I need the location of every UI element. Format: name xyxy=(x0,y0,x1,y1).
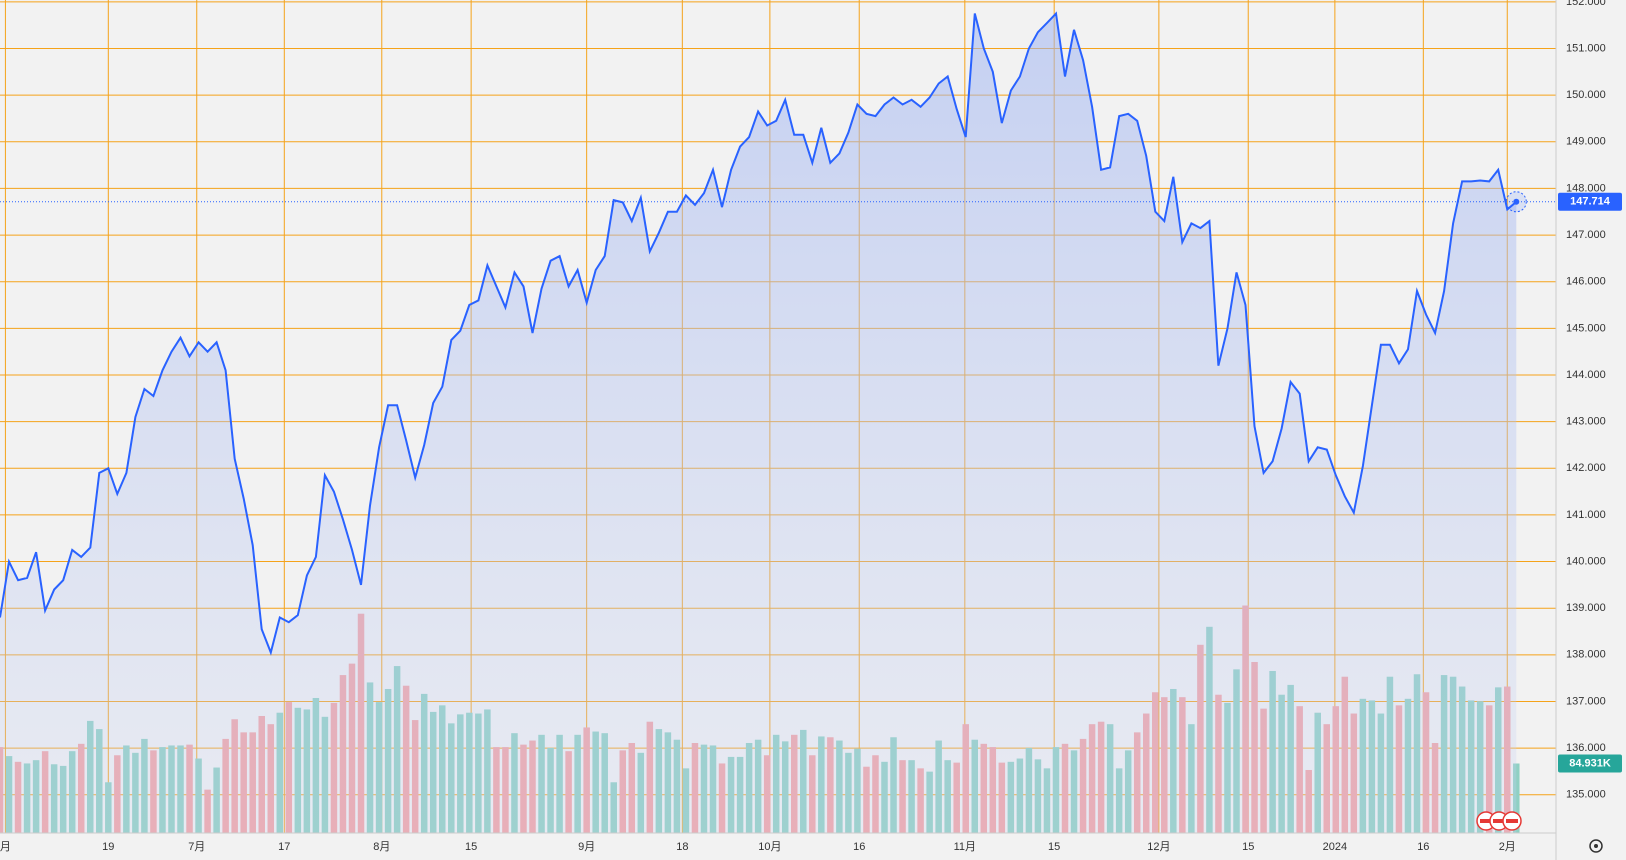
price-pane xyxy=(0,11,1556,833)
x-tick-label: 15 xyxy=(465,841,477,853)
y-tick-label: 148.000 xyxy=(1566,182,1606,194)
x-tick-label: 9月 xyxy=(578,841,595,853)
price-label-box xyxy=(1558,192,1622,211)
x-tick-label: 18 xyxy=(676,841,688,853)
x-tick-label: 8月 xyxy=(373,841,390,853)
y-tick-label: 151.000 xyxy=(1566,42,1606,54)
x-tick-label: 7月 xyxy=(188,841,205,853)
x-tick-label: 10月 xyxy=(758,841,781,853)
y-tick-label: 146.000 xyxy=(1566,276,1606,288)
y-tick-label: 138.000 xyxy=(1566,649,1606,661)
y-tick-label: 139.000 xyxy=(1566,602,1606,614)
x-tick-label: 11月 xyxy=(954,841,976,853)
event-icon-stripe xyxy=(1506,819,1518,823)
y-tick-label: 150.000 xyxy=(1566,89,1606,101)
last-point xyxy=(1513,198,1520,205)
settings-icon[interactable] xyxy=(1589,839,1603,853)
y-tick-label: 137.000 xyxy=(1566,695,1606,707)
volume-label: 84.931K xyxy=(1569,757,1611,769)
y-tick-label: 136.000 xyxy=(1566,742,1606,754)
price-line xyxy=(0,11,1517,656)
y-tick-label: 145.000 xyxy=(1566,322,1606,334)
event-icon-stripe xyxy=(1493,819,1505,823)
x-tick-label: 17 xyxy=(278,841,290,853)
area-fill xyxy=(0,13,1517,833)
y-tick-label: 147.000 xyxy=(1566,229,1606,241)
y-tick-label: 140.000 xyxy=(1566,555,1606,567)
y-tick-label: 135.000 xyxy=(1566,789,1606,801)
price-label: 147.714 xyxy=(1570,196,1611,208)
x-tick-label: 月 xyxy=(0,841,11,853)
x-tick-label: 15 xyxy=(1048,841,1060,853)
volume-label-box xyxy=(1558,754,1622,773)
x-tick-label: 2月 xyxy=(1499,841,1516,853)
y-tick-label: 142.000 xyxy=(1566,462,1606,474)
x-tick-label: 15 xyxy=(1242,841,1254,853)
x-tick-label: 19 xyxy=(102,841,114,853)
y-tick-label: 152.000 xyxy=(1566,0,1606,8)
y-tick-label: 141.000 xyxy=(1566,509,1606,521)
x-tick-label: 2024 xyxy=(1323,841,1347,853)
x-tick-label: 16 xyxy=(853,841,865,853)
x-tick-label: 12月 xyxy=(1147,841,1170,853)
y-tick-label: 144.000 xyxy=(1566,369,1606,381)
y-tick-label: 149.000 xyxy=(1566,136,1606,148)
event-icon[interactable] xyxy=(1502,811,1522,831)
event-icon-stripe xyxy=(1480,819,1492,823)
x-tick-label: 16 xyxy=(1417,841,1429,853)
y-tick-label: 143.000 xyxy=(1566,416,1606,428)
